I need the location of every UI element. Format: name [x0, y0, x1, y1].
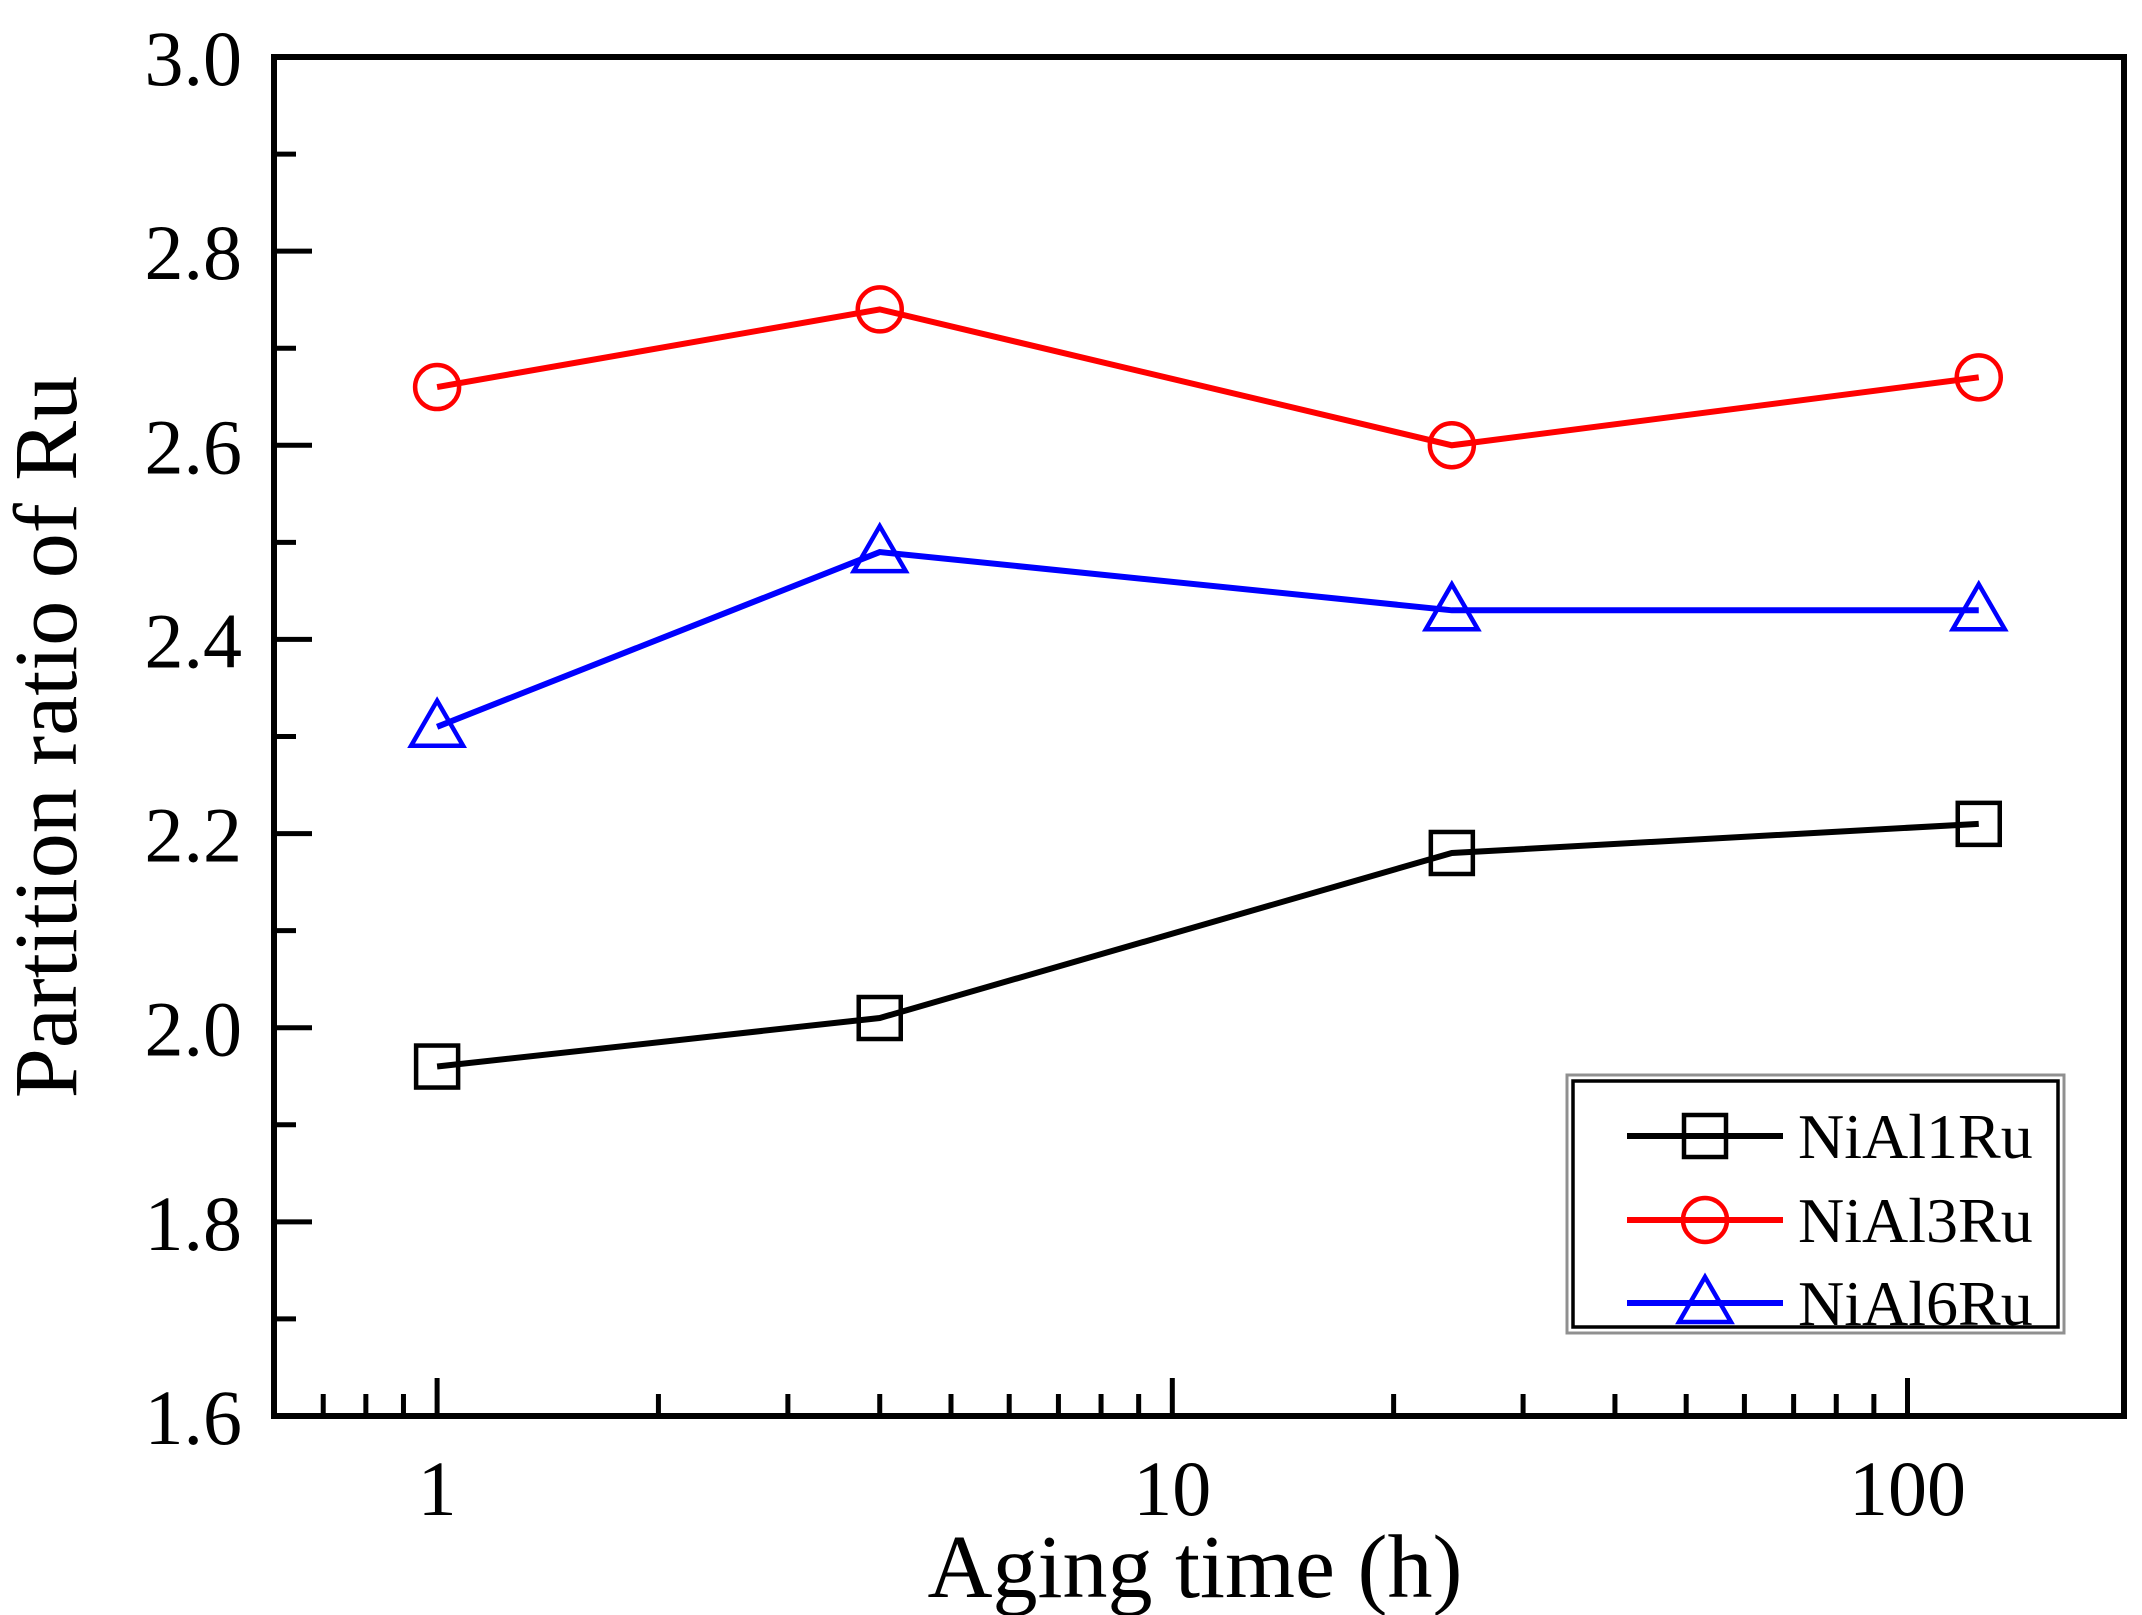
y-tick-label: 1.8 [145, 1180, 243, 1267]
legend-shadow [1565, 1073, 2066, 1335]
x-tick-label: 10 [1133, 1445, 1211, 1532]
y-tick-label: 2.6 [145, 403, 243, 490]
marker-circle [1427, 421, 1477, 470]
marker-triangle [1421, 579, 1482, 632]
marker-square [1681, 1112, 1729, 1160]
marker-square [856, 994, 903, 1042]
y-tick-label: 2.4 [145, 597, 243, 684]
x-axis-title: Aging time (h) [928, 1518, 1463, 1615]
y-tick-label: 3.0 [145, 15, 243, 102]
y-tick-label: 2.2 [145, 792, 243, 879]
marker-circle [1680, 1195, 1730, 1245]
series-line-NiAl3Ru [436, 306, 1980, 449]
marker-circle [1954, 353, 2004, 402]
y-tick-label: 2.8 [145, 209, 243, 296]
marker-square [1428, 829, 1476, 877]
legend-box [1571, 1079, 2060, 1329]
marker-triangle [1675, 1272, 1735, 1325]
legend-label: NiAl3Ru [1798, 1185, 2033, 1256]
series-line-NiAl1Ru [436, 820, 1979, 1070]
x-tick-label: 1 [418, 1445, 457, 1532]
marker-square [413, 1043, 461, 1090]
legend-label: NiAl6Ru [1798, 1268, 2033, 1339]
marker-triangle [849, 521, 910, 574]
y-tick-label: 2.0 [145, 986, 243, 1073]
x-tick-label: 100 [1849, 1445, 1966, 1532]
marker-circle [855, 285, 904, 334]
y-tick-label: 1.6 [145, 1374, 243, 1461]
marker-triangle [407, 696, 468, 749]
y-axis-title: Partition ratio of Ru [0, 376, 96, 1098]
marker-square [1955, 800, 2003, 848]
marker-circle [412, 362, 462, 412]
series-line-NiAl6Ru [436, 549, 1979, 730]
marker-triangle [1948, 579, 2009, 632]
legend-label: NiAl1Ru [1798, 1101, 2033, 1172]
